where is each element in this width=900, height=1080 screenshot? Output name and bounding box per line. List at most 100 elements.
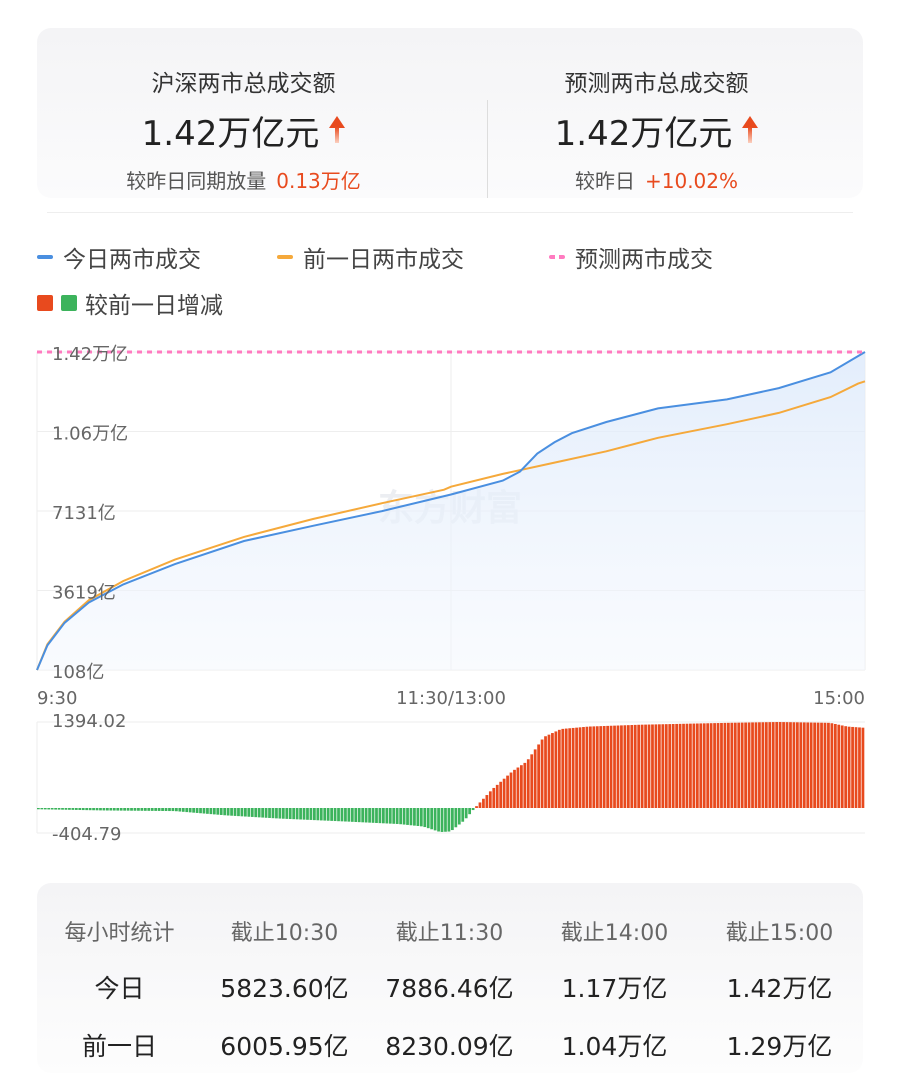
divider (487, 100, 488, 198)
diff-bar (275, 808, 278, 819)
diff-bar (678, 723, 682, 808)
diff-bar (564, 728, 568, 808)
diff-bar (609, 725, 613, 808)
diff-bar (154, 808, 158, 811)
diff-bar (285, 808, 289, 819)
diff-bar (164, 808, 168, 812)
diff-bar (764, 722, 768, 808)
diff-bar (485, 795, 489, 808)
diff-bar (578, 727, 582, 808)
diff-bar (247, 808, 251, 817)
diff-bar (782, 722, 785, 808)
y-tick-label: 1.06万亿 (52, 424, 128, 445)
diff-bar (468, 808, 472, 815)
diff-bar (99, 808, 102, 811)
diff-bar (785, 722, 789, 808)
diff-bar (302, 808, 306, 820)
table-cell: 5823.60亿 (220, 974, 349, 1003)
orange-line-swatch-icon (277, 255, 293, 259)
actual-title: 沪深两市总成交额 (151, 71, 336, 97)
diff-bar (775, 722, 779, 808)
diff-bar (544, 736, 547, 808)
legend-forecast[interactable]: 预测两市成交 (549, 240, 713, 274)
diff-bar (216, 808, 220, 815)
diff-bar (147, 808, 151, 811)
actual-turnover: 沪深两市总成交额 1.42万亿元 较昨日同期放量 0.13万亿 (37, 28, 450, 194)
diff-bar (330, 808, 334, 821)
diff-bar (168, 808, 171, 812)
diff-bar (837, 724, 841, 808)
diff-bar (43, 808, 47, 810)
diff-bar (478, 802, 482, 808)
diff-bar (368, 808, 371, 823)
actual-compare-value: 0.13万亿 (276, 169, 361, 193)
diff-bar (140, 808, 144, 811)
diff-bar (309, 808, 313, 820)
diff-bar (727, 722, 730, 808)
diff-bar (602, 726, 606, 808)
diff-bar (595, 726, 599, 808)
diff-bar (461, 808, 465, 822)
diff-bar (806, 722, 810, 808)
diff-bar (64, 808, 68, 810)
diff-bar (178, 808, 182, 812)
diff-bar (85, 808, 89, 811)
diff-bar (620, 725, 623, 808)
diff-bar (754, 722, 758, 808)
diff-bar (713, 723, 716, 808)
diff-bar (112, 808, 116, 811)
diff-bar (409, 808, 413, 826)
diff-bar (347, 808, 351, 822)
diff-max-label: 1394.02 (52, 711, 126, 732)
legend-yesterday[interactable]: 前一日两市成交 (277, 240, 464, 274)
diff-bar (57, 808, 61, 810)
diff-bar (457, 808, 461, 825)
diff-bar (858, 727, 861, 808)
diff-bar (699, 723, 703, 808)
forecast-value: 1.42万亿元 (554, 114, 733, 154)
diff-bar (651, 724, 654, 808)
diff-bar (664, 724, 668, 808)
legend-today[interactable]: 今日两市成交 (37, 240, 201, 274)
diff-bar (385, 808, 389, 824)
diff-bar (692, 723, 696, 808)
y-tick-label: 1.42万亿 (52, 344, 128, 365)
diff-bar (492, 787, 496, 808)
diff-bar (399, 808, 403, 825)
header-cell: 截止11:30 (395, 921, 504, 946)
diff-bar (354, 808, 358, 822)
diff-bar (513, 769, 516, 808)
diff-bar (319, 808, 323, 821)
diff-bar (789, 722, 792, 808)
diff-bar (378, 808, 382, 824)
hourly-table: 每小时统计 截止10:30 截止11:30 截止14:00 截止15:00 今日… (37, 883, 863, 1073)
table-cell: 8230.09亿 (385, 1032, 514, 1061)
diff-bar (109, 808, 113, 811)
pink-dashed-swatch-icon (549, 255, 565, 259)
diff-bar (475, 806, 478, 808)
diff-bar (744, 722, 748, 808)
diff-bar (95, 808, 99, 811)
diff-bar (733, 722, 737, 808)
diff-bar (444, 808, 447, 832)
forecast-compare-value: +10.02% (644, 169, 739, 193)
diff-bar (658, 724, 661, 808)
up-arrow-icon (742, 115, 759, 146)
diff-bar (737, 722, 741, 808)
diff-bar (40, 808, 44, 810)
diff-bar (685, 723, 689, 808)
diff-bar (816, 722, 820, 808)
diff-bar (630, 725, 634, 808)
diff-bar (350, 808, 354, 822)
table-cell: 1.04万亿 (561, 1032, 668, 1061)
legend-diff[interactable]: 较前一日增减 (37, 286, 223, 320)
diff-bar (847, 726, 851, 808)
diff-bar (623, 725, 627, 808)
diff-bar (606, 725, 610, 808)
diff-bar (482, 798, 485, 808)
table-row: 今日 5823.60亿 7886.46亿 1.17万亿 1.42万亿 (37, 969, 863, 1005)
diff-bar (212, 808, 216, 815)
blue-line-swatch-icon (37, 255, 53, 259)
diff-bar (796, 722, 799, 808)
table-row: 前一日 6005.95亿 8230.09亿 1.04万亿 1.29万亿 (37, 1027, 863, 1063)
